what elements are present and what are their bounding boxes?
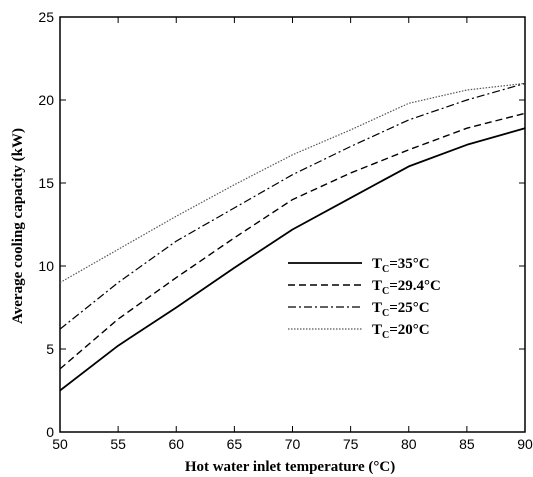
y-tick-label: 5 (46, 341, 54, 357)
legend-label-subscript: C (382, 308, 389, 319)
series-line-4 (59, 82, 526, 284)
y-tick-label: 10 (38, 258, 54, 274)
y-axis-title: Average cooling capacity (kW) (10, 128, 26, 324)
legend-label-main: T (372, 278, 382, 294)
x-tick-label: 90 (517, 436, 533, 452)
legend-label-main: T (372, 300, 382, 316)
x-tick-label: 70 (285, 436, 301, 452)
legend-label: TC=35°C (372, 256, 430, 275)
legend-label-value: =25°C (389, 300, 429, 316)
x-tick-label: 60 (168, 436, 184, 452)
y-tick-label: 25 (38, 9, 54, 25)
legend-label-subscript: C (382, 286, 389, 297)
legend: TC=35°CTC=29.4°CTC=25°CTC=20°C (288, 256, 441, 341)
legend-label: TC=20°C (372, 322, 430, 341)
series-line-3 (59, 82, 526, 330)
y-tick-label: 20 (38, 92, 54, 108)
legend-label-subscript: C (382, 330, 389, 341)
x-tick-label: 65 (227, 436, 243, 452)
legend-label-main: T (372, 322, 382, 338)
x-tick-label: 80 (401, 436, 417, 452)
legend-label-value: =29.4°C (389, 278, 441, 294)
series-line-2 (59, 112, 526, 370)
x-axis-title: Hot water inlet temperature (°C) (185, 459, 395, 475)
series-line-1 (59, 127, 526, 392)
x-tick-label: 75 (343, 436, 359, 452)
x-tick-label: 50 (52, 436, 68, 452)
y-axis: 0 5 10 15 20 25 (38, 9, 525, 440)
series-lines (59, 82, 526, 392)
x-tick-label: 55 (110, 436, 126, 452)
legend-label: TC=29.4°C (372, 278, 441, 297)
y-tick-label: 0 (46, 424, 54, 440)
legend-label: TC=25°C (372, 300, 430, 319)
legend-label-main: T (372, 256, 382, 272)
plot-area (59, 16, 526, 433)
legend-label-subscript: C (382, 264, 389, 275)
legend-label-value: =20°C (389, 322, 429, 338)
plot-frame (59, 16, 526, 433)
x-axis: 50 55 60 65 70 75 80 85 90 (52, 17, 533, 452)
legend-label-value: =35°C (389, 256, 429, 272)
y-tick-label: 15 (38, 175, 54, 191)
x-tick-label: 85 (459, 436, 475, 452)
